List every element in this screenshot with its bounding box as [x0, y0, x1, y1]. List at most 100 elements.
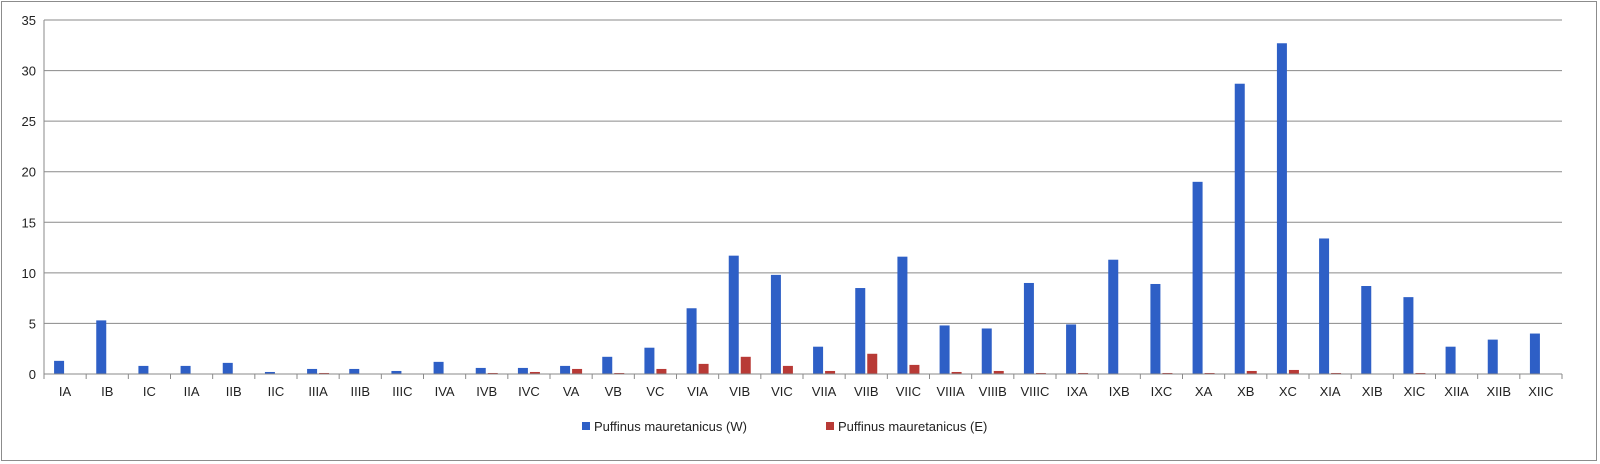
bar-w-VIIIC	[1023, 282, 1034, 374]
bar-w-IXB	[1108, 259, 1119, 374]
bar-w-IVB	[475, 367, 486, 374]
legend: Puffinus mauretanicus (W) Puffinus maure…	[582, 419, 987, 434]
y-tick-label: 10	[22, 266, 36, 281]
bar-e-IIIA	[319, 372, 330, 374]
y-tick-label: 20	[22, 165, 36, 180]
bar-w-VC	[644, 347, 655, 374]
x-tick-label: IB	[101, 384, 113, 399]
bar-w-IVC	[517, 367, 528, 374]
bar-e-VC	[656, 368, 667, 374]
bar-e-XA	[1204, 372, 1215, 374]
bar-e-VIIIB	[993, 370, 1004, 374]
x-tick-label: IXB	[1109, 384, 1130, 399]
bar-w-VIIIA	[939, 325, 950, 374]
bar-e-VIIC	[909, 364, 920, 374]
bar-w-IIB	[222, 362, 233, 374]
x-tick-label: VIA	[687, 384, 708, 399]
x-tick-label: XC	[1279, 384, 1297, 399]
x-tick-label: IC	[143, 384, 156, 399]
x-tick-label: VIIC	[896, 384, 921, 399]
x-tick-label: VIIIC	[1020, 384, 1049, 399]
y-axis: 0 5 10 15 20 25 30 35	[22, 13, 45, 382]
legend-swatch-w	[582, 422, 590, 430]
x-tick-label: IVB	[476, 384, 497, 399]
x-tick-label: XIIB	[1486, 384, 1511, 399]
bar-w-VIIC	[897, 256, 908, 374]
bar-e-XC	[1288, 369, 1299, 374]
gridlines	[44, 19, 1562, 375]
bar-w-VIIA	[813, 346, 824, 374]
bar-w-VIIB	[855, 288, 866, 374]
x-tick-label: IXA	[1067, 384, 1088, 399]
y-tick-label: 35	[22, 13, 36, 28]
x-tick-label: IA	[59, 384, 72, 399]
y-tick-label: 15	[22, 215, 36, 230]
x-tick-label: XIIA	[1444, 384, 1469, 399]
x-tick-label: IIIC	[392, 384, 412, 399]
bar-w-IC	[138, 365, 149, 374]
bar-w-XA	[1192, 181, 1203, 374]
x-tick-label: XB	[1237, 384, 1254, 399]
bar-w-IA	[54, 360, 65, 374]
x-tick-label: IIC	[268, 384, 285, 399]
bar-w-IIIC	[391, 370, 402, 374]
bar-e-VIIIC	[1035, 372, 1046, 374]
bar-w-VIA	[686, 308, 697, 374]
bar-w-VIC	[770, 274, 781, 374]
x-tick-label: XIA	[1320, 384, 1341, 399]
bar-e-IXA	[1078, 372, 1089, 374]
bar-e-IVB	[487, 372, 498, 374]
x-tick-label: VB	[605, 384, 622, 399]
x-axis: IA IB IC IIA IIB IIC IIIA IIIB IIIC IVA IVB IVC VA VB…	[43, 373, 1563, 399]
bar-w-XIB	[1361, 286, 1372, 374]
bar-e-VIC	[782, 365, 793, 374]
bar-e-IVC	[529, 371, 540, 374]
bar-w-VIB	[728, 255, 739, 374]
x-tick-label: VIIIA	[936, 384, 965, 399]
x-tick-label: IIIA	[308, 384, 328, 399]
bar-w-IXA	[1066, 324, 1077, 374]
bar-e-VIA	[698, 363, 709, 374]
legend-label-e: Puffinus mauretanicus (E)	[838, 419, 987, 434]
x-tick-label: VA	[563, 384, 580, 399]
bar-w-IIIB	[349, 368, 360, 374]
bar-w-XIIA	[1445, 346, 1456, 374]
x-tick-label: XIIC	[1528, 384, 1553, 399]
bar-e-VIB	[740, 356, 751, 374]
bar-w-XIA	[1319, 238, 1330, 374]
bar-w-IVA	[433, 361, 444, 374]
bar-w-XC	[1276, 43, 1287, 375]
x-tick-label: XIB	[1362, 384, 1383, 399]
bar-w-VA	[560, 365, 571, 374]
bar-w-IB	[96, 320, 107, 374]
x-tick-label: IVC	[518, 384, 540, 399]
bar-w-IIC	[264, 371, 275, 374]
bar-e-VB	[614, 372, 625, 374]
x-tick-label: VC	[646, 384, 664, 399]
bar-w-IIIA	[307, 368, 318, 374]
x-tick-label: IXC	[1151, 384, 1173, 399]
bar-w-IIA	[180, 365, 191, 374]
bar-w-XIIB	[1487, 339, 1498, 374]
bars	[54, 43, 1540, 375]
bar-e-VIIA	[825, 370, 836, 374]
x-tick-label: VIIIB	[979, 384, 1007, 399]
y-tick-label: 5	[29, 316, 36, 331]
x-tick-label: IIB	[226, 384, 242, 399]
bar-w-VB	[602, 356, 613, 374]
x-tick-label: IVA	[435, 384, 455, 399]
x-tick-label: VIIB	[854, 384, 879, 399]
bar-e-XIC	[1415, 372, 1426, 374]
y-tick-label: 30	[22, 64, 36, 79]
bar-w-XIIC	[1529, 333, 1540, 374]
x-tick-label: XA	[1195, 384, 1213, 399]
legend-swatch-e	[826, 422, 834, 430]
bar-w-VIIIB	[981, 328, 992, 374]
x-tick-label: VIIA	[812, 384, 837, 399]
bar-e-VA	[572, 368, 583, 374]
legend-label-w: Puffinus mauretanicus (W)	[594, 419, 747, 434]
bar-e-XB	[1246, 370, 1257, 374]
x-tick-label: IIIB	[350, 384, 370, 399]
